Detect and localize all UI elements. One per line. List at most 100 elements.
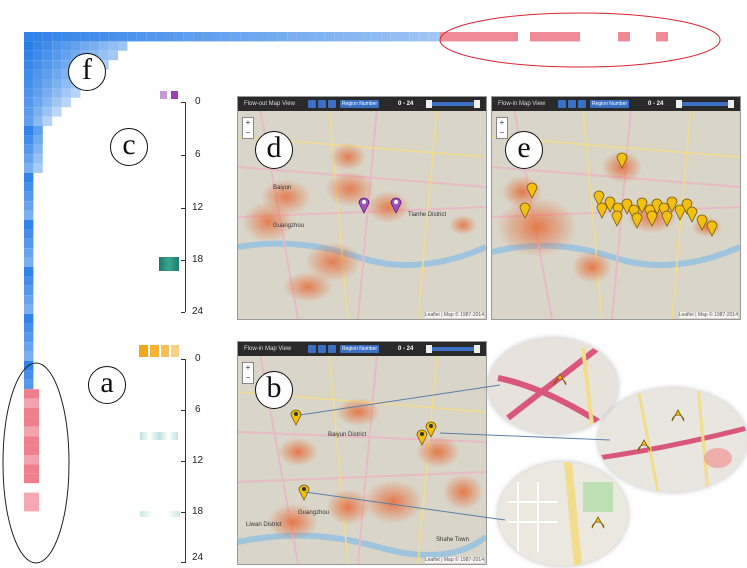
matrix-cell — [61, 97, 71, 108]
map-title: Flow-out Map View — [244, 101, 295, 107]
matrix-cell — [61, 69, 71, 79]
yellow-marker-icon[interactable] — [526, 182, 538, 199]
map-tool-button[interactable] — [318, 345, 326, 353]
map-title: Flow-in Map View — [498, 101, 546, 107]
matrix-cell — [61, 50, 71, 61]
yellow-marker-icon[interactable] — [646, 210, 658, 227]
matrix-cell — [24, 417, 40, 427]
label-a: a — [88, 366, 126, 404]
matrix-cell — [24, 97, 34, 108]
slider-knob[interactable] — [676, 100, 682, 108]
yellow-marker-icon[interactable] — [298, 483, 310, 501]
yellow-marker-icon[interactable] — [636, 197, 648, 214]
map-credit: Leaflet | Map © 1987-2014 — [424, 312, 484, 318]
map-tool-button[interactable] — [318, 100, 326, 108]
yellow-marker-icon[interactable] — [416, 428, 428, 446]
axis-bottom-tick-label: 18 — [192, 506, 204, 517]
place-label: Baiyun — [273, 185, 292, 191]
matrix-cell — [343, 32, 353, 42]
axis-top-tick — [181, 260, 185, 261]
matrix-cell — [61, 79, 71, 89]
slider-knob[interactable] — [426, 100, 432, 108]
purple-marker-icon[interactable] — [358, 196, 370, 214]
map-tool-button[interactable] — [308, 100, 316, 108]
matrix-cell — [24, 323, 34, 333]
matrix-cell — [296, 32, 306, 42]
flow-out-map-view[interactable]: Flow-out Map View Region Number 0 - 24 +… — [237, 96, 487, 320]
detail-roads — [497, 345, 610, 434]
yellow-marker-icon[interactable] — [519, 202, 531, 219]
slider-knob[interactable] — [474, 345, 480, 353]
matrix-cell — [24, 201, 34, 211]
matrix-cell — [108, 50, 118, 61]
yellow-marker-icon[interactable] — [628, 204, 640, 221]
map-tiles — [492, 97, 740, 319]
matrix-cell — [24, 248, 34, 258]
detail-zoom-3 — [498, 462, 628, 566]
matrix-cell — [315, 32, 325, 42]
matrix-cell — [52, 79, 62, 89]
yellow-marker-icon[interactable] — [696, 214, 708, 231]
yellow-marker-icon[interactable] — [661, 210, 673, 227]
matrix-cell — [52, 50, 62, 61]
slider-knob[interactable] — [474, 100, 480, 108]
slider-knob[interactable] — [728, 100, 734, 108]
yellow-marker-icon[interactable] — [666, 196, 678, 213]
yellow-marker-icon[interactable] — [425, 420, 437, 438]
map-tiles — [238, 342, 486, 564]
axis-top-tick — [181, 208, 185, 209]
map-tool-button[interactable] — [568, 100, 576, 108]
yellow-marker-icon[interactable] — [658, 202, 670, 219]
yellow-marker-icon[interactable] — [593, 190, 605, 207]
matrix-cell — [249, 32, 259, 42]
matrix-cell — [118, 32, 128, 42]
yellow-marker-icon[interactable] — [631, 212, 643, 229]
yellow-marker-icon[interactable] — [612, 202, 624, 219]
yellow-marker-icon[interactable] — [616, 152, 628, 169]
matrix-cell — [33, 154, 43, 164]
slider-knob[interactable] — [426, 345, 432, 353]
yellow-marker-icon[interactable] — [621, 198, 633, 215]
matrix-cell — [42, 97, 53, 108]
time-slider[interactable] — [426, 347, 478, 351]
time-slider[interactable] — [426, 102, 478, 106]
matrix-cell — [362, 32, 372, 42]
yellow-marker-icon[interactable] — [611, 210, 623, 227]
matrix-cell — [240, 32, 250, 42]
map-credit: Leaflet | Map © 1987-2014 — [424, 557, 484, 563]
map-tool-button[interactable] — [558, 100, 566, 108]
purple-cell-1 — [160, 91, 167, 99]
zoom-control[interactable]: + − — [242, 362, 254, 384]
matrix-cell — [52, 60, 62, 70]
yellow-marker-icon[interactable] — [706, 220, 718, 237]
matrix-cell — [24, 154, 34, 164]
map-tool-button[interactable] — [328, 345, 336, 353]
map-tool-button[interactable] — [578, 100, 586, 108]
zoom-control[interactable]: + − — [242, 117, 254, 139]
yellow-marker-icon[interactable] — [596, 202, 608, 219]
matrix-cell — [440, 32, 518, 42]
region-select[interactable]: Region Number — [340, 345, 380, 353]
matrix-cell — [221, 32, 231, 42]
matrix-cell — [42, 88, 53, 98]
region-select[interactable]: Region Number — [340, 100, 380, 108]
zoom-control[interactable]: + − — [496, 117, 508, 139]
purple-marker-icon[interactable] — [390, 196, 402, 214]
yellow-marker-icon[interactable] — [686, 206, 698, 223]
matrix-cell — [61, 88, 71, 98]
matrix-cell — [24, 173, 34, 183]
region-select[interactable]: Region Number — [590, 100, 630, 108]
yellow-marker-icon[interactable] — [604, 196, 616, 213]
matrix-cell — [381, 32, 391, 42]
matrix-cell — [24, 295, 34, 305]
matrix-cell — [24, 492, 40, 512]
map-tool-button[interactable] — [328, 100, 336, 108]
yellow-marker-group[interactable] — [492, 97, 740, 319]
matrix-cell — [52, 41, 62, 51]
map-tool-button[interactable] — [308, 345, 316, 353]
axis-top-line — [185, 102, 186, 312]
yellow-marker-icon[interactable] — [681, 198, 693, 215]
matrix-cell — [24, 182, 34, 192]
time-slider[interactable] — [676, 102, 732, 106]
